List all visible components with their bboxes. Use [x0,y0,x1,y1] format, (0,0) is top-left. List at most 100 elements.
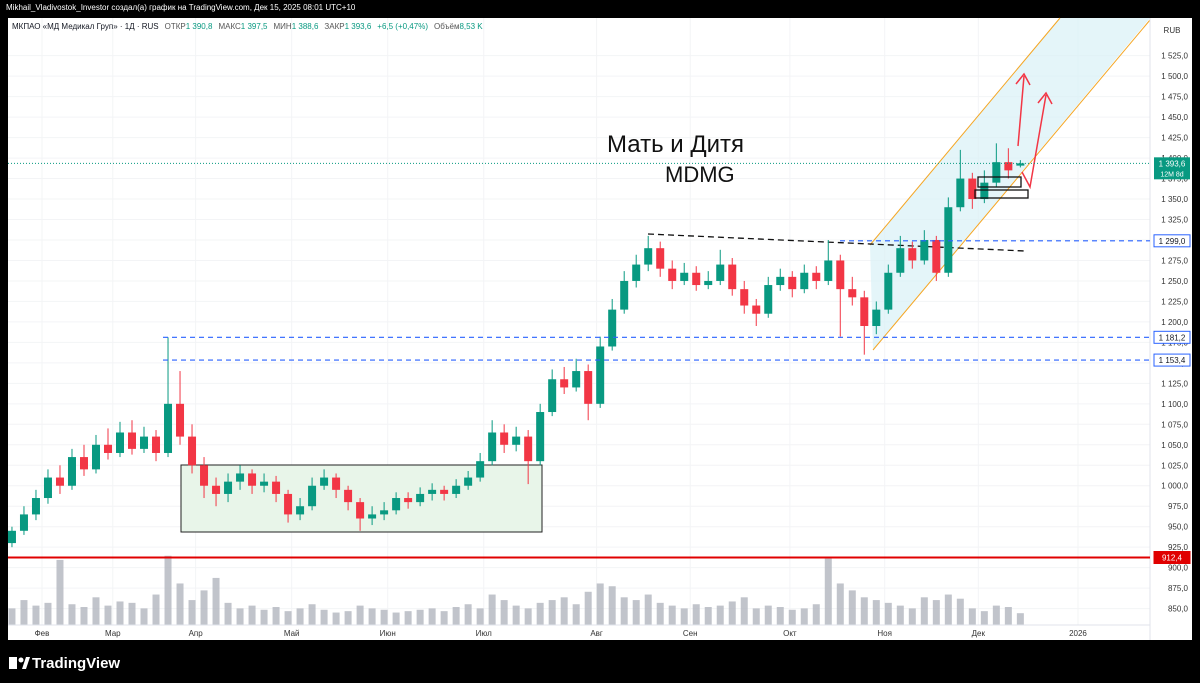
y-tick-label: 1 075,0 [1161,420,1188,429]
volume-bar [416,609,424,625]
candle-body [176,403,185,437]
volume-bar [140,608,148,625]
volume-bar [824,558,832,625]
channel-line [869,17,1061,246]
y-tick-label: 1 000,0 [1161,482,1188,491]
y-tick-label: 950,0 [1168,523,1189,532]
candle-body [1004,162,1013,171]
volume [8,555,1024,625]
candle-body [440,489,449,494]
volume-bar [692,604,700,625]
volume-bar [500,600,508,625]
volume-bar [464,604,472,625]
volume-bar [776,607,784,625]
candle-body [704,280,713,286]
volume-bar [1004,607,1012,625]
y-tick-label: 900,0 [1168,564,1189,573]
legend-header: МКПАО «МД Медикал Груп» · 1Д · RUS ОТКР1 … [12,22,483,31]
levels: 1 299,0 1 181,2 1 153,4 912,4 1 393,6 12М 8d [8,157,1191,565]
volume-bar [236,608,244,625]
last-price-label: 1 393,6 [1159,159,1186,168]
volume-bar [812,604,820,625]
candle-body [140,436,149,449]
candle-body [212,485,221,494]
candle-body [872,309,881,327]
header-text: ЗАКР [324,22,345,31]
candle-body [200,465,209,486]
volume-bar [200,590,208,625]
volume-bar [332,612,340,625]
brand: TradingView [32,655,120,672]
volume-bar [716,605,724,625]
volume-bar [68,604,76,625]
candles [7,143,1025,548]
volume-bar [20,600,28,625]
candle-body [788,276,797,290]
candle-body [308,485,317,507]
volume-bar [368,608,376,625]
header-text: Объём [433,22,460,31]
volume-bar [296,608,304,625]
logo [18,657,24,663]
candle-body [152,436,161,453]
x-tick-label: Сен [683,629,698,638]
volume-bar [260,609,268,625]
candle-body [368,514,377,519]
box [977,176,1022,188]
volume-bar [284,611,292,625]
y-tick-label: 1 200,0 [1161,318,1188,327]
volume-bar [560,597,568,625]
candle-body [500,432,509,445]
currency: RUB [1164,26,1181,35]
header-text: 1 390,8 [185,22,213,31]
candle-body [188,436,197,466]
candle-body [956,178,965,208]
volume-bar [872,600,880,625]
candle-body [31,498,40,515]
header-text: ОТКР [164,22,186,31]
candle-body [236,473,245,482]
y-tick-label: 1 425,0 [1161,134,1188,143]
y-tick-label: 1 350,0 [1161,195,1188,204]
volume-bar [32,605,40,625]
candle-body [260,481,269,486]
candle-body [464,477,473,486]
candle-body [404,498,413,503]
candle-body [560,379,569,388]
level-label: 1 181,2 [1159,333,1186,342]
x-tick-label: 2026 [1069,629,1087,638]
x-tick-label: Фев [35,629,50,638]
candle-body [608,309,617,347]
header-text: 1 388,6 [291,22,319,31]
header-text: МАКС [218,22,241,31]
header-text: 1 397,5 [240,22,268,31]
candle-body [248,473,257,486]
candle-body [764,285,773,314]
candle-body [512,436,521,445]
volume-bar [452,607,460,625]
channel-line [872,19,1151,351]
volume-bar [164,555,172,625]
candle-body [1016,163,1025,166]
volume-bar [524,608,532,625]
volume-bar [308,604,316,625]
candle-body [548,379,557,413]
candle-body [116,432,125,453]
candle-body [67,457,76,486]
price-axis [1150,18,1192,640]
header-text: МИН [273,22,292,31]
arrow [1017,75,1025,147]
y-tick-label: 1 525,0 [1161,52,1188,61]
volume-bar [992,605,1000,625]
volume-bar [224,602,232,625]
volume-bar [512,605,520,625]
candle-body [692,272,701,286]
candle-body [452,485,461,494]
volume-bar [632,600,640,625]
candle-body [896,248,905,273]
countdown: 12М 8d [1160,171,1183,178]
trend-line [647,233,1026,252]
y-tick-label: 1 250,0 [1161,277,1188,286]
candle-body [91,444,100,470]
